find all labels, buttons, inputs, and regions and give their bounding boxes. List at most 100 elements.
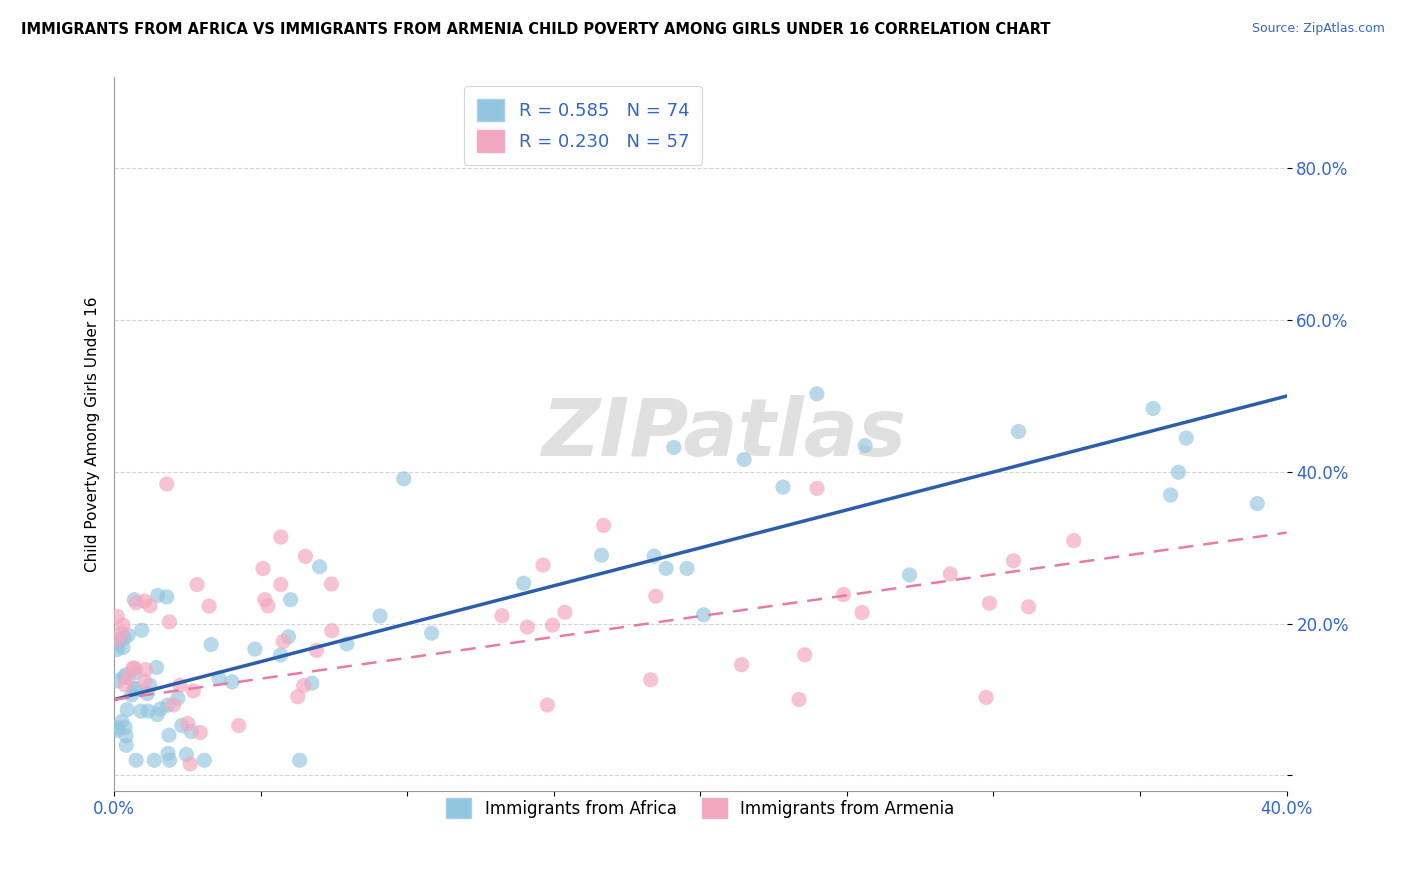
Text: Source: ZipAtlas.com: Source: ZipAtlas.com: [1251, 22, 1385, 36]
Point: [146, 707, 169, 722]
Point: [512, 576, 534, 591]
Point: [221, 674, 243, 689]
Point: [156, 590, 179, 604]
Point: [159, 615, 181, 629]
Point: [134, 674, 156, 689]
Point: [110, 632, 132, 647]
Point: [1142, 401, 1164, 416]
Point: [139, 678, 162, 692]
Point: [200, 638, 222, 652]
Point: [692, 607, 714, 622]
Point: [228, 718, 250, 732]
Point: [124, 665, 146, 680]
Point: [1160, 488, 1182, 502]
Point: [644, 589, 666, 603]
Point: [491, 608, 513, 623]
Point: [186, 577, 208, 591]
Point: [270, 577, 292, 591]
Point: [124, 661, 146, 675]
Point: [541, 618, 564, 632]
Point: [853, 438, 876, 452]
Point: [730, 657, 752, 672]
Point: [121, 688, 143, 702]
Point: [305, 643, 328, 657]
Point: [145, 660, 167, 674]
Point: [134, 594, 156, 608]
Point: [105, 632, 128, 647]
Point: [288, 753, 311, 767]
Point: [112, 670, 135, 684]
Point: [105, 642, 128, 657]
Point: [107, 721, 129, 735]
Point: [149, 702, 172, 716]
Point: [308, 559, 330, 574]
Point: [162, 698, 184, 712]
Point: [117, 628, 139, 642]
Point: [1246, 497, 1268, 511]
Point: [198, 599, 221, 614]
Point: [531, 558, 554, 572]
Point: [114, 678, 136, 692]
Point: [125, 753, 148, 767]
Point: [159, 753, 181, 767]
Point: [117, 671, 139, 685]
Point: [1007, 425, 1029, 439]
Point: [979, 596, 1001, 610]
Point: [156, 698, 179, 713]
Point: [655, 561, 678, 575]
Point: [114, 720, 136, 734]
Point: [110, 626, 132, 640]
Point: [146, 589, 169, 603]
Point: [111, 618, 134, 632]
Point: [124, 681, 146, 696]
Point: [243, 642, 266, 657]
Point: [143, 753, 166, 767]
Point: [772, 480, 794, 494]
Point: [301, 676, 323, 690]
Point: [117, 703, 139, 717]
Point: [105, 723, 128, 738]
Point: [832, 588, 855, 602]
Point: [271, 634, 294, 648]
Point: [208, 671, 231, 685]
Point: [420, 626, 443, 640]
Point: [336, 637, 359, 651]
Point: [1063, 533, 1085, 548]
Point: [270, 648, 292, 662]
Point: [111, 640, 134, 655]
Point: [129, 704, 152, 718]
Point: [188, 725, 211, 739]
Point: [136, 704, 159, 718]
Point: [157, 747, 180, 761]
Point: [115, 667, 138, 681]
Point: [115, 739, 138, 753]
Point: [806, 482, 828, 496]
Point: [257, 599, 280, 613]
Point: [156, 477, 179, 491]
Point: [139, 599, 162, 613]
Point: [124, 592, 146, 607]
Point: [157, 728, 180, 742]
Point: [131, 624, 153, 638]
Point: [676, 561, 699, 575]
Point: [122, 661, 145, 675]
Point: [851, 606, 873, 620]
Point: [136, 687, 159, 701]
Point: [536, 698, 558, 712]
Point: [253, 592, 276, 607]
Point: [321, 624, 343, 638]
Point: [554, 605, 576, 619]
Point: [193, 753, 215, 767]
Point: [112, 631, 135, 645]
Point: [111, 714, 134, 729]
Point: [179, 756, 201, 771]
Point: [1002, 554, 1025, 568]
Text: ZIPatlas: ZIPatlas: [541, 395, 907, 473]
Point: [662, 441, 685, 455]
Point: [176, 747, 198, 762]
Point: [292, 679, 315, 693]
Point: [124, 682, 146, 697]
Point: [898, 568, 921, 582]
Point: [180, 724, 202, 739]
Point: [787, 692, 810, 706]
